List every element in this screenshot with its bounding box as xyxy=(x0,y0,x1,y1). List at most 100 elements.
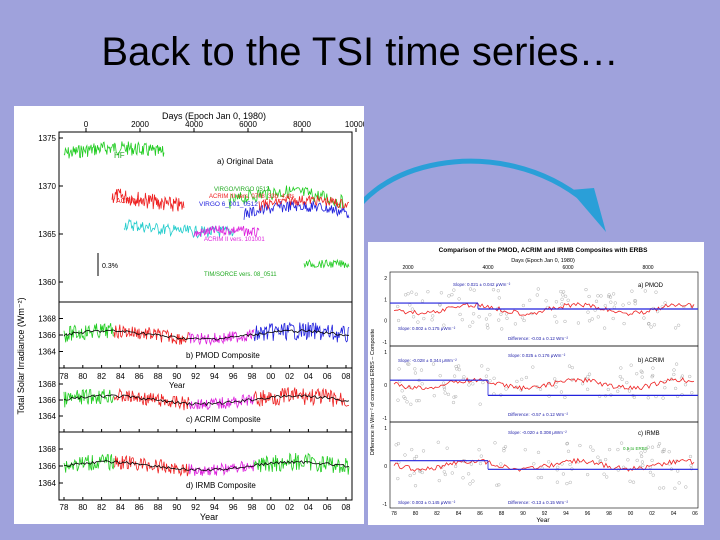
x-tick-label: 94 xyxy=(563,511,569,517)
data-point xyxy=(560,297,564,301)
data-point xyxy=(656,444,661,448)
data-point xyxy=(629,363,633,367)
top-tick-label: 4000 xyxy=(482,265,493,271)
data-point xyxy=(564,294,568,298)
data-point xyxy=(672,368,676,372)
data-point xyxy=(432,394,436,398)
panel-b-composite-raw xyxy=(253,321,350,343)
data-point xyxy=(656,309,660,314)
label-hf: HF xyxy=(114,151,125,160)
top-axis-label: Days (Epoch Jan 0, 1980) xyxy=(162,111,266,121)
data-point xyxy=(418,468,422,472)
data-point xyxy=(408,473,412,478)
panel-c-offset: Difference: -0.13 ± 0.15 Wm⁻² xyxy=(508,500,569,505)
panel-c-year-label: Year xyxy=(169,381,186,390)
data-point xyxy=(627,301,631,305)
data-point xyxy=(620,377,624,381)
x-tick-label-mid: 82 xyxy=(97,372,106,381)
x-tick-label: 88 xyxy=(154,503,163,512)
data-point xyxy=(565,441,569,445)
x-tick-label: 90 xyxy=(172,503,181,512)
y-tick-label: 1366 xyxy=(38,331,56,340)
data-point xyxy=(640,460,644,464)
data-point xyxy=(628,479,632,483)
data-point xyxy=(602,472,606,476)
data-point xyxy=(397,318,401,323)
data-point xyxy=(554,300,558,304)
y-tick-label: 2 xyxy=(384,276,387,282)
panel-a-title: a) Original Data xyxy=(217,157,274,166)
data-point xyxy=(407,362,411,366)
data-point xyxy=(396,304,400,309)
data-point xyxy=(555,320,559,324)
panel-c-slope-2: Slope: 0.003 ± 0.145 μWm⁻² xyxy=(398,500,456,505)
data-point xyxy=(522,318,526,323)
y-axis-label: Total Solar Irradiance (Wm⁻²) xyxy=(16,297,26,414)
panel-c-composite xyxy=(63,387,350,411)
top-tick-label: 8000 xyxy=(642,265,653,271)
data-point xyxy=(450,293,454,297)
x-axis-label: Year xyxy=(200,512,218,522)
x-axis-ticks: 78 80 82 84 86 88 90 92 94 96 98 00 02 04 06 xyxy=(391,511,698,517)
data-point xyxy=(661,396,665,400)
top-tick-label: 4000 xyxy=(185,120,203,129)
x-tick-label-mid: 92 xyxy=(191,372,200,381)
panel-b-slope-2: Slope: 0.025 ± 0.176 μWm⁻² xyxy=(508,353,566,358)
data-point xyxy=(443,472,447,477)
data-point xyxy=(513,322,517,326)
panel-d-composite-raw xyxy=(188,460,255,476)
y-tick-label: 1370 xyxy=(38,182,56,191)
data-point xyxy=(503,445,508,449)
data-point xyxy=(499,462,503,466)
data-point xyxy=(618,375,622,379)
y-tick-label: 1368 xyxy=(38,380,56,389)
x-tick-label-mid: 00 xyxy=(266,372,275,381)
top-tick-label: 10000 xyxy=(345,120,364,129)
data-point xyxy=(586,387,590,391)
x-tick-label: 98 xyxy=(606,511,612,517)
data-point xyxy=(640,454,644,458)
x-tick-label: 84 xyxy=(456,511,462,517)
data-point xyxy=(495,483,499,487)
y-tick-label: 1366 xyxy=(38,396,56,405)
x-tick-label: 78 xyxy=(60,503,69,512)
data-point xyxy=(688,374,692,379)
data-point xyxy=(683,383,688,387)
data-point xyxy=(651,373,655,378)
data-point xyxy=(622,321,626,326)
data-point xyxy=(499,312,503,316)
erbs-comparison-figure: Comparison of the PMOD, ACRIM and IRMB C… xyxy=(368,242,704,525)
data-point xyxy=(635,458,639,462)
data-point xyxy=(591,448,595,452)
data-point xyxy=(611,316,615,321)
data-point xyxy=(406,292,410,296)
data-point xyxy=(532,462,536,466)
panel-b-title: b) PMOD Composite xyxy=(186,351,260,360)
data-point xyxy=(451,400,456,405)
x-tick-label-mid: 04 xyxy=(304,372,313,381)
data-point xyxy=(477,448,481,452)
x-tick-label: 00 xyxy=(266,503,275,512)
data-point xyxy=(594,299,599,303)
data-point xyxy=(547,460,551,464)
data-point xyxy=(689,463,693,467)
data-point xyxy=(481,381,485,385)
data-point xyxy=(467,383,471,387)
data-point xyxy=(486,367,490,371)
data-point xyxy=(396,398,400,402)
data-point xyxy=(641,463,645,467)
data-point xyxy=(457,297,461,301)
panel-d-title: d) IRMB Composite xyxy=(186,481,256,490)
data-point xyxy=(431,362,436,366)
red-running-mean xyxy=(393,377,695,392)
x-tick-label-mid: 96 xyxy=(229,372,238,381)
data-point xyxy=(651,473,655,477)
data-point xyxy=(497,318,501,322)
x-tick-label: 94 xyxy=(210,503,219,512)
panel-b-offset: Difference: -0.57 ± 0.12 Wm⁻² xyxy=(508,412,569,417)
data-point xyxy=(484,317,488,321)
y-tick-label: -1 xyxy=(383,416,388,422)
data-point xyxy=(677,323,681,327)
data-point xyxy=(553,377,557,381)
x-tick-label: 92 xyxy=(191,503,200,512)
